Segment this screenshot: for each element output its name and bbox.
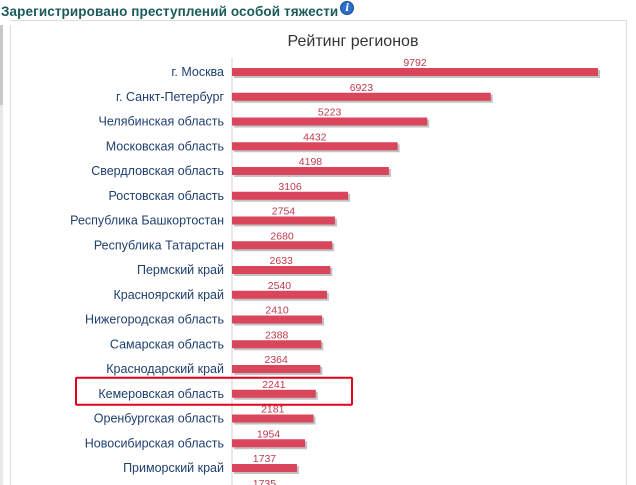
category-label: г. Москва (171, 65, 224, 79)
bar[interactable] (232, 92, 491, 101)
panel-header: Зарегистрировано преступлений особой тяж… (0, 0, 636, 22)
category-label: Республика Татарстан (94, 238, 224, 252)
category-label: Ростовская область (109, 189, 225, 203)
value-label: 6923 (350, 82, 374, 94)
value-label: 1954 (257, 428, 281, 440)
left-scroll-track (0, 25, 3, 485)
value-label: 2364 (265, 354, 289, 366)
category-label: Свердловская область (91, 164, 224, 178)
bar[interactable] (232, 191, 349, 200)
category-label: Пермский край (137, 263, 224, 277)
value-label: 2410 (265, 305, 289, 317)
bar[interactable] (232, 266, 331, 274)
bar[interactable] (232, 167, 389, 175)
left-scroll-thumb[interactable] (0, 25, 3, 105)
value-label: 2540 (268, 280, 292, 292)
bar[interactable] (232, 365, 321, 373)
value-label: 9792 (403, 57, 427, 69)
bars-layer: 9792 г. Москва 6923 г. Санкт-Петербург 5223 Ч… (70, 57, 600, 485)
chart-frame-top (10, 20, 627, 21)
panel-title: Зарегистрировано преступлений особой тяж… (1, 3, 339, 19)
category-label: Краснодарский край (106, 362, 224, 376)
category-label: Приморский край (123, 461, 224, 475)
bar[interactable] (232, 340, 322, 349)
category-label: Красноярский край (113, 288, 224, 302)
category-label: Оренбургская область (94, 412, 224, 426)
value-label: 4198 (299, 156, 323, 168)
value-label: 2754 (272, 206, 296, 218)
bar[interactable] (232, 439, 306, 448)
category-label: Республика Башкортостан (70, 214, 224, 228)
value-label: 2388 (265, 329, 289, 341)
category-label: г. Санкт-Петербург (116, 90, 224, 104)
chart-frame-right (626, 20, 627, 485)
value-label: 4432 (303, 131, 327, 143)
highlight-box (75, 376, 353, 406)
bar[interactable] (232, 117, 428, 126)
value-label: 1737 (253, 453, 277, 465)
category-label: Самарская область (110, 337, 224, 351)
value-label: 2241 (262, 379, 286, 391)
category-label: Кемеровская область (98, 387, 224, 401)
bar[interactable] (232, 142, 398, 151)
bar[interactable] (232, 241, 333, 250)
category-label: Московская область (106, 139, 224, 153)
bar[interactable] (232, 464, 297, 472)
value-label: 2633 (270, 255, 294, 267)
info-icon[interactable]: i (340, 1, 355, 15)
chart-title: Рейтинг регионов (288, 33, 419, 50)
category-label: Нижегородская область (85, 313, 224, 327)
value-label: 2680 (270, 230, 294, 242)
bar[interactable] (232, 290, 327, 299)
bar[interactable] (232, 414, 314, 423)
category-label: Челябинская область (99, 115, 224, 129)
bar[interactable] (232, 389, 316, 398)
value-label: 5223 (318, 107, 342, 119)
bar[interactable] (232, 315, 323, 324)
value-label: 2181 (261, 404, 285, 416)
chart-frame-left (10, 25, 11, 485)
value-label: 3106 (278, 181, 302, 193)
bar[interactable] (232, 216, 335, 225)
bar[interactable] (232, 68, 598, 76)
category-label: Новосибирская область (85, 436, 224, 450)
value-label: 1735 (253, 478, 277, 485)
